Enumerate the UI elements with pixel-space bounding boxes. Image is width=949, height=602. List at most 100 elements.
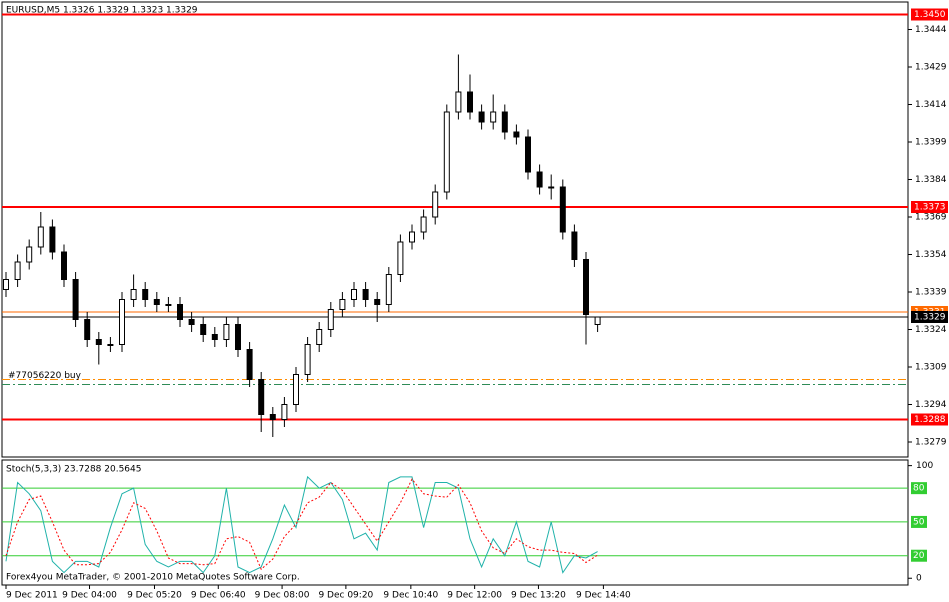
x-tick-label: 9 Dec 05:20 <box>127 591 182 601</box>
level-box <box>911 413 948 426</box>
candle-body <box>142 289 149 300</box>
candle-body <box>165 304 172 306</box>
y-tick-label: 1.3399 <box>915 138 947 148</box>
candle-body <box>223 324 230 340</box>
candle-body <box>107 344 114 346</box>
level-box <box>911 8 948 21</box>
candle-body <box>72 279 79 320</box>
x-tick-label: 9 Dec 12:00 <box>447 591 502 601</box>
y-tick-label: 1.3384 <box>915 175 947 185</box>
y-tick-label: 1.3354 <box>915 250 947 260</box>
candle-body <box>327 309 334 330</box>
candle-body <box>525 136 531 173</box>
candle-body <box>594 316 601 325</box>
y-tick-label: 1.3369 <box>915 213 947 223</box>
y-tick-label: 1.3339 <box>915 288 947 298</box>
candle-body <box>269 414 276 420</box>
candle-body <box>397 241 404 275</box>
candle-body <box>316 329 323 345</box>
candle-body <box>304 344 311 375</box>
copyright: Forex4you MetaTrader, © 2001-2010 MetaQu… <box>6 573 300 583</box>
candle-body <box>385 274 392 305</box>
level-box <box>911 311 948 323</box>
candle-body <box>37 226 44 248</box>
x-tick-label: 9 Dec 13:20 <box>511 591 566 601</box>
level-box <box>911 549 927 562</box>
candle-body <box>3 279 9 290</box>
candle-body <box>188 319 195 325</box>
candle-body <box>246 349 253 380</box>
x-tick-label: 9 Dec 10:40 <box>383 591 438 601</box>
candle-body <box>467 91 473 113</box>
candle-body <box>153 299 160 305</box>
level-box <box>911 482 927 495</box>
y-tick-label: 100 <box>916 461 933 471</box>
candle-body <box>339 299 346 310</box>
y-tick-label: 1.3279 <box>915 438 947 448</box>
candle-body <box>211 334 218 340</box>
candle-body <box>583 259 589 315</box>
order-label: #77056220 buy <box>8 371 82 381</box>
series-line <box>5 478 598 571</box>
candle-body <box>420 216 427 233</box>
candle-body <box>258 379 265 415</box>
candle-body <box>61 251 67 280</box>
candle-body <box>235 324 241 350</box>
candle-body <box>443 111 450 193</box>
series-line <box>5 475 598 574</box>
y-tick-label: 1.3294 <box>915 400 947 410</box>
candle-body <box>200 324 207 335</box>
x-tick-label: 9 Dec 08:00 <box>255 591 310 601</box>
candle-body <box>362 289 369 300</box>
level-box <box>911 515 927 528</box>
candle-body <box>374 299 381 305</box>
level-box <box>911 201 948 213</box>
y-tick-label: 1.3414 <box>915 100 947 110</box>
candle-body <box>409 231 415 243</box>
main-panel <box>1 1 909 458</box>
y-tick-label: 1.3309 <box>915 363 947 373</box>
candle-body <box>501 111 508 133</box>
y-tick-label: 1.3444 <box>915 25 947 35</box>
x-tick-label: 9 Dec 06:40 <box>191 591 246 601</box>
level-label: 20 <box>913 551 925 561</box>
candle-body <box>548 186 555 189</box>
candle-body <box>177 304 183 320</box>
indicator-title: Stoch(5,3,3) 23.7288 20.5645 <box>6 465 141 475</box>
candle-body <box>49 226 56 253</box>
level-label: 1.3329 <box>914 313 946 323</box>
level-label: 1.3373 <box>914 203 946 213</box>
candle-body <box>130 289 137 300</box>
candle-body <box>293 374 299 405</box>
x-tick-label: 9 Dec 04:00 <box>62 591 117 601</box>
candle-body <box>432 191 439 218</box>
candle-body <box>490 111 497 123</box>
candle-body <box>119 299 125 345</box>
y-tick-label: 0 <box>916 574 922 584</box>
candle-body <box>536 171 543 188</box>
level-label: 80 <box>913 484 925 494</box>
candle-body <box>455 91 462 113</box>
candle-body <box>84 319 91 340</box>
candle-body <box>14 261 21 280</box>
candle-body <box>571 231 578 260</box>
candle-body <box>26 246 33 263</box>
x-tick-label: 9 Dec 2011 <box>6 591 58 601</box>
level-label: 1.3450 <box>914 10 946 20</box>
level-label: 1.3288 <box>914 415 946 425</box>
candle-body <box>478 111 485 123</box>
candle-body <box>559 186 566 233</box>
level-label: 50 <box>913 517 925 527</box>
candle-body <box>513 131 520 138</box>
indicator-panel <box>1 459 909 586</box>
candle-body <box>95 339 102 345</box>
y-tick-label: 1.3429 <box>915 63 947 73</box>
y-tick-label: 1.3324 <box>915 325 947 335</box>
x-tick-label: 9 Dec 14:40 <box>576 591 631 601</box>
candle-body <box>281 404 288 420</box>
chart-title: EURUSD,M5 1.3326 1.3329 1.3323 1.3329 <box>6 6 198 16</box>
x-tick-label: 9 Dec 09:20 <box>318 591 373 601</box>
candle-body <box>351 289 357 300</box>
